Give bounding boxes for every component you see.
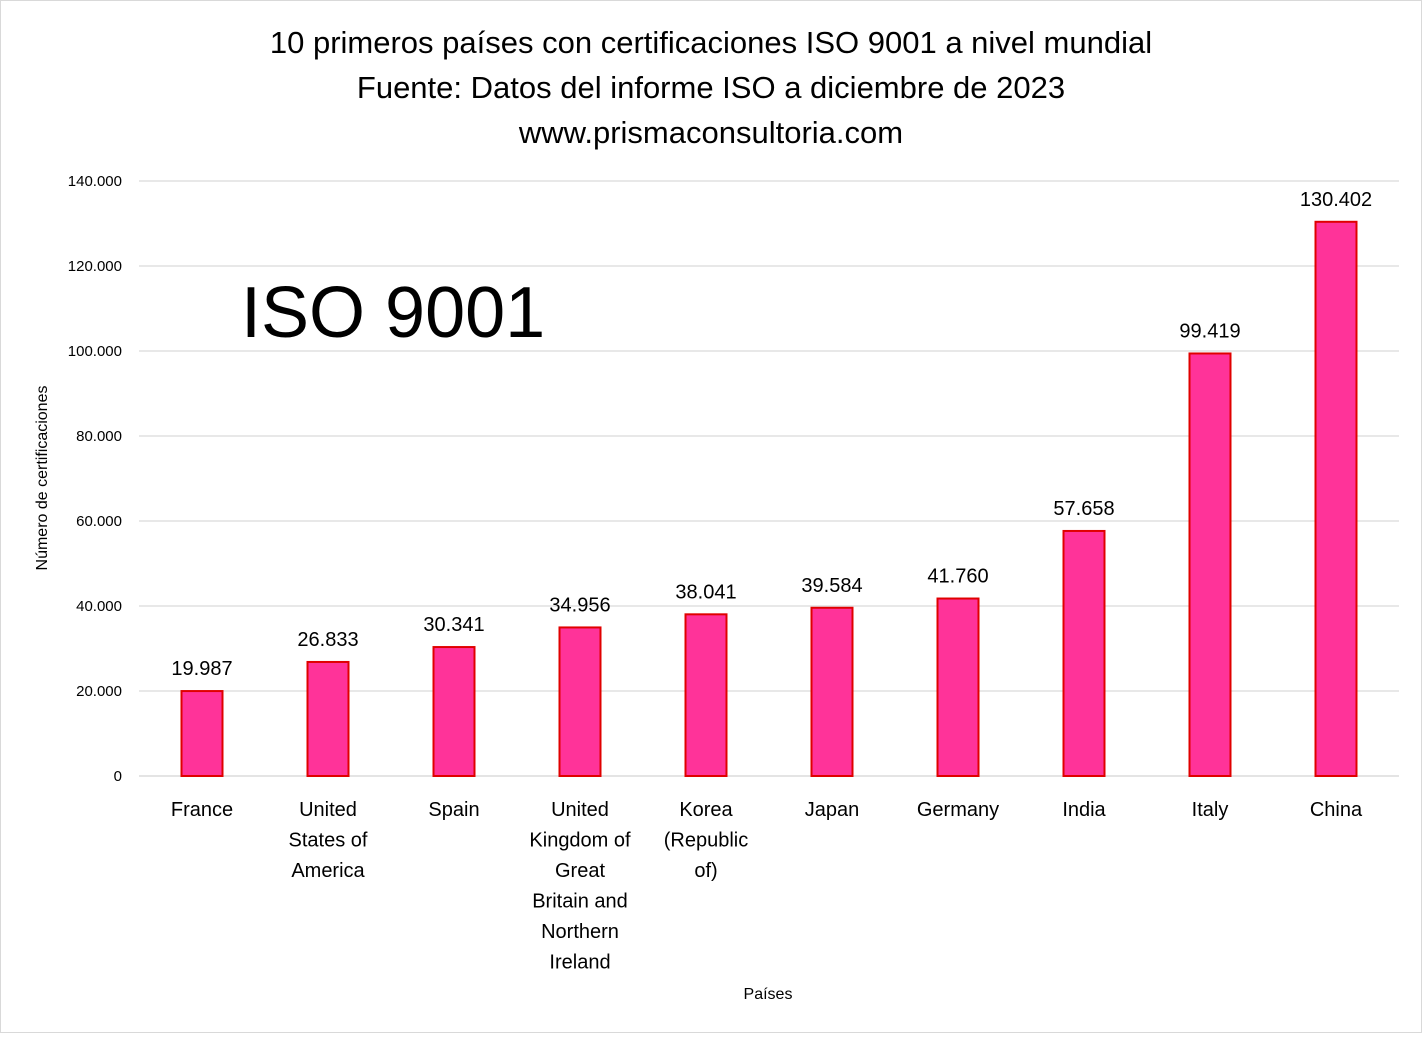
bar-7 [1062, 529, 1106, 777]
chart-title-line-1: 10 primeros países con certificaciones I… [270, 25, 1152, 60]
bar-3 [558, 626, 602, 778]
x-tick-label-8-line-0: Italy [1192, 799, 1229, 821]
chart-title-line-2: Fuente: Datos del informe ISO a diciembr… [357, 70, 1065, 105]
data-labels: 19.987 26.833 30.341 34.956 38.041 39.584 41.7… [171, 189, 1372, 680]
x-tick-label-4-line-2: of) [694, 860, 717, 882]
x-axis-label: Países [744, 986, 793, 1003]
x-tick-label-2: Spain [428, 799, 479, 821]
x-tick-label-5-line-0: Japan [805, 799, 860, 821]
y-tick-label-7: 140.000 [68, 173, 122, 190]
data-label-6: 41.760 [927, 566, 988, 588]
y-tick-label-3: 60.000 [76, 513, 122, 530]
x-tick-label-9-line-0: China [1310, 799, 1363, 821]
x-tick-label-8: Italy [1192, 799, 1229, 821]
x-tick-label-3-line-2: Great [555, 860, 605, 882]
x-tick-label-4: Korea (Republic of) [664, 799, 748, 882]
x-tick-label-6-line-0: Germany [917, 799, 999, 821]
x-tick-label-6: Germany [917, 799, 999, 821]
bar-8 [1188, 352, 1232, 777]
x-axis-ticks: France United States of America Spain United K… [171, 799, 1363, 974]
iso-annotation: ISO 9001 [241, 273, 545, 353]
data-label-4: 38.041 [675, 581, 736, 603]
data-label-2: 30.341 [423, 614, 484, 636]
x-tick-label-4-line-1: (Republic [664, 830, 748, 852]
data-label-7: 57.658 [1053, 498, 1114, 520]
x-tick-label-5: Japan [805, 799, 860, 821]
data-label-3: 34.956 [549, 594, 610, 616]
x-tick-label-3-line-4: Northern [541, 921, 619, 943]
x-tick-label-3: United Kingdom of Great Britain and Northern… [529, 799, 631, 974]
x-tick-label-3-line-5: Ireland [549, 952, 610, 974]
x-tick-label-2-line-0: Spain [428, 799, 479, 821]
bar-9 [1314, 220, 1358, 777]
bar-2 [432, 646, 476, 777]
data-label-0: 19.987 [171, 658, 232, 680]
x-tick-label-1-line-1: States of [289, 830, 368, 852]
x-tick-label-0: France [171, 799, 233, 821]
x-tick-label-1-line-0: United [299, 799, 357, 821]
x-tick-label-4-line-0: Korea [679, 799, 733, 821]
x-tick-label-7: India [1062, 799, 1106, 821]
chart-title-line-3: www.prismaconsultoria.com [518, 115, 903, 150]
data-label-5: 39.584 [801, 575, 862, 597]
bars [180, 220, 1358, 778]
x-tick-label-7-line-0: India [1062, 799, 1106, 821]
data-label-8: 99.419 [1179, 320, 1240, 342]
y-tick-label-5: 100.000 [68, 343, 122, 360]
y-tick-label-2: 40.000 [76, 598, 122, 615]
y-tick-label-0: 0 [114, 768, 122, 785]
x-tick-label-1-line-2: America [291, 860, 365, 882]
bar-5 [810, 606, 854, 777]
y-tick-label-4: 80.000 [76, 428, 122, 445]
x-tick-label-1: United States of America [289, 799, 368, 882]
data-label-1: 26.833 [297, 629, 358, 651]
x-tick-label-3-line-1: Kingdom of [529, 830, 631, 852]
y-tick-label-6: 120.000 [68, 258, 122, 275]
y-axis-label: Número de certificaciones [34, 386, 51, 571]
x-tick-label-3-line-3: Britain and [532, 891, 628, 913]
y-tick-label-1: 20.000 [76, 683, 122, 700]
x-tick-label-9: China [1310, 799, 1363, 821]
bar-1 [306, 660, 350, 778]
data-label-9: 130.402 [1300, 189, 1372, 211]
chart-title: 10 primeros países con certificaciones I… [270, 25, 1152, 150]
x-tick-label-3-line-0: United [551, 799, 609, 821]
bar-4 [684, 613, 728, 777]
bar-6 [936, 597, 980, 778]
bar-0 [180, 690, 224, 777]
x-tick-label-0-line-0: France [171, 799, 233, 821]
y-axis-ticks: 0 20.000 40.000 60.000 80.000 100.000 120.000 1… [68, 173, 122, 785]
